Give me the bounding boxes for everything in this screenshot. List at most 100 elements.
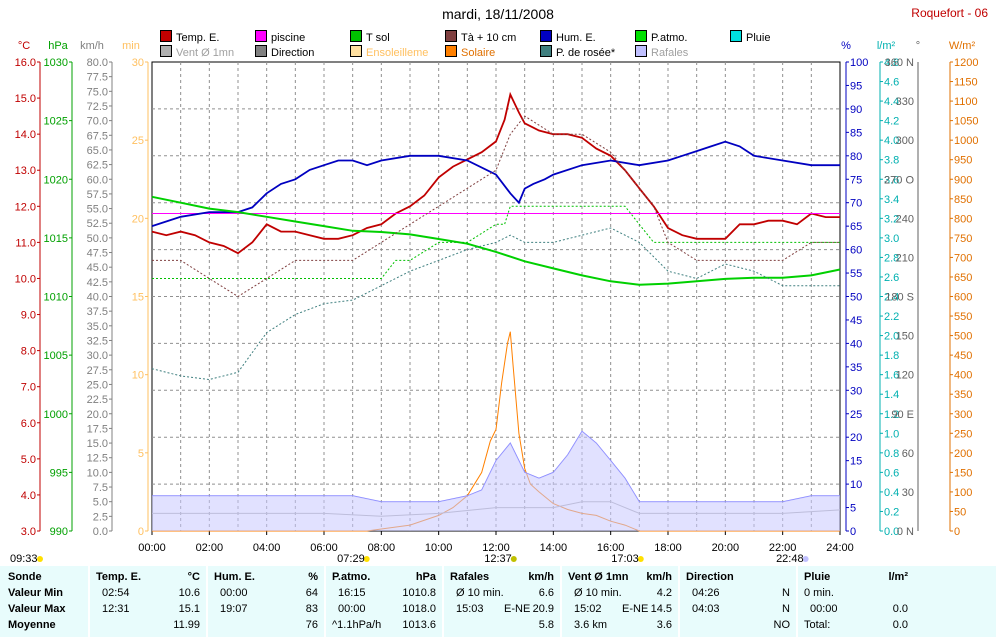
deg-tick-label: 180 S <box>885 292 914 304</box>
pct-tick-label: 15 <box>850 456 862 468</box>
wm2-tick-label: 200 <box>954 448 972 460</box>
rain-tick-label: 4.4 <box>884 96 899 108</box>
deg-tick-label: 30 <box>902 487 914 499</box>
summary-col-temp: Temp. E. °C 02:54 10.6 12:31 15.1 11.99 <box>88 566 208 637</box>
hum-max-value: 83 <box>305 603 318 615</box>
summary-header-direction: Direction <box>686 571 734 583</box>
pct-tick-label: 5 <box>850 503 856 515</box>
summary-unit-patmo: hPa <box>415 571 436 583</box>
pct-tick-label: 60 <box>850 245 862 257</box>
pct-tick-label: 55 <box>850 268 862 280</box>
wm2-tick-label: 1200 <box>954 57 978 69</box>
pct-tick-label: 65 <box>850 221 862 233</box>
wm2-tick-label: 0 <box>954 526 960 538</box>
x-tick-label: 14:00 <box>540 542 568 554</box>
x-tick-label: 18:00 <box>654 542 682 554</box>
weather-chart: 3.0 4.0 5.0 6.0 7.0 8.0 9.0 10.0 11.0 12.0 13.0 14.… <box>10 40 978 565</box>
temp-tick-label: 5.0 <box>21 454 36 466</box>
rain-tick-label: 2.0 <box>884 331 899 343</box>
wm2-tick-label: 450 <box>954 350 972 362</box>
pct-tick-label: 85 <box>850 127 862 139</box>
min-tick-label: 5 <box>138 448 144 460</box>
deg-tick-label: 330 <box>896 96 914 108</box>
kmh-tick-label: 22.5 <box>87 394 108 406</box>
temp-tick-label: 6.0 <box>21 418 36 430</box>
rain-unit-label: l/m² <box>877 40 896 52</box>
pluie-max-value: 0.0 <box>892 603 908 615</box>
pluie-duration: 0 min. <box>804 587 834 599</box>
wm2-tick-label: 1100 <box>954 96 978 108</box>
wm2-tick-label: 300 <box>954 409 972 421</box>
rain-tick-label: 4.6 <box>884 77 899 89</box>
x-tick-label: 08:00 <box>368 542 396 554</box>
series-hum-e--line <box>151 140 840 227</box>
legend-swatch <box>160 45 172 57</box>
rain-tick-label: 1.4 <box>884 389 899 401</box>
temp-tick-label: 7.0 <box>21 382 36 394</box>
series-p-de-ros-e--line <box>151 227 840 381</box>
summary-header-patmo: P.atmo. <box>332 571 371 583</box>
deg-tick-label: 90 E <box>891 409 914 421</box>
pct-tick-label: 45 <box>850 315 862 327</box>
legend-item: Direction <box>255 45 314 59</box>
legend-swatch <box>350 30 362 42</box>
rain-tick-label: 2.6 <box>884 272 899 284</box>
rafales-max-value: 20.9 <box>532 603 554 615</box>
kmh-tick-label: 67.5 <box>87 130 108 142</box>
vent-max-value: 14.5 <box>650 603 672 615</box>
x-tick-label: 12:00 <box>482 542 510 554</box>
vent-avg-value: 3.6 <box>656 619 672 631</box>
legend-swatch <box>730 30 742 42</box>
legend-label: Ensoleilleme <box>366 47 429 59</box>
kmh-tick-label: 57.5 <box>87 189 108 201</box>
legend-swatch <box>350 45 362 57</box>
deg-tick-label: 300 <box>896 135 914 147</box>
direction-avg-value: NO <box>773 619 791 631</box>
legend-item: T sol <box>350 30 390 44</box>
deg-unit-label: ° <box>916 40 920 52</box>
legend-swatch <box>255 45 267 57</box>
temp-tick-label: 8.0 <box>21 346 36 358</box>
kmh-tick-label: 5.0 <box>93 497 108 509</box>
time-marker-label: 17:03 <box>611 553 639 565</box>
summary-col-vent: Vent Ø 1mn km/h Ø 10 min. 4.2 15:02 E-NE… <box>560 566 680 637</box>
kmh-tick-label: 72.5 <box>87 101 108 113</box>
summary-table: Sonde Valeur Min Valeur Max Moyenne Temp… <box>0 566 996 637</box>
vent-avg10-value: 4.2 <box>656 587 672 599</box>
kmh-tick-label: 52.5 <box>87 218 108 230</box>
legend-label: P. de rosée* <box>556 47 616 59</box>
deg-tick-label: 60 <box>902 448 914 460</box>
pluie-total-label: Total: <box>804 619 831 631</box>
wm2-tick-label: 1150 <box>954 77 978 89</box>
station-name: Roquefort - 06 <box>911 6 988 20</box>
summary-row-avg: Moyenne <box>8 619 56 631</box>
rain-tick-label: 2.8 <box>884 252 899 264</box>
legend-swatch <box>445 30 457 42</box>
kmh-tick-label: 50.0 <box>87 233 108 245</box>
rain-tick-label: 1.8 <box>884 350 899 362</box>
summary-col-hum: Hum. E. % 00:00 64 19:07 83 76 <box>206 566 326 637</box>
kmh-tick-label: 15.0 <box>87 438 108 450</box>
summary-row-max: Valeur Max <box>8 603 66 615</box>
kmh-tick-label: 75.0 <box>87 86 108 98</box>
rain-tick-label: 3.8 <box>884 155 899 167</box>
legend-item: Ensoleilleme <box>350 45 428 59</box>
legend-label: Vent Ø 1mn <box>176 47 235 59</box>
patmo-trend: ^1.1hPa/h <box>332 619 382 631</box>
time-marker-label: 09:33 <box>10 553 38 565</box>
x-tick-label: 00:00 <box>138 542 166 554</box>
legend-item: P. de rosée* <box>540 45 615 59</box>
wm2-tick-label: 1050 <box>954 116 978 128</box>
temp-tick-label: 11.0 <box>15 237 36 249</box>
wm2-tick-label: 700 <box>954 252 972 264</box>
temp-tick-label: 4.0 <box>21 490 36 502</box>
pct-tick-label: 75 <box>850 174 862 186</box>
min-tick-label: 20 <box>132 213 144 225</box>
time-marker-label: 07:29 <box>337 553 365 565</box>
x-tick-label: 10:00 <box>425 542 453 554</box>
hpa-tick-label: 1010 <box>44 292 68 304</box>
wm2-tick-label: 550 <box>954 311 972 323</box>
hum-avg-value: 76 <box>305 619 318 631</box>
kmh-tick-label: 47.5 <box>87 248 108 260</box>
rafales-avg10-label: Ø 10 min. <box>456 587 504 599</box>
